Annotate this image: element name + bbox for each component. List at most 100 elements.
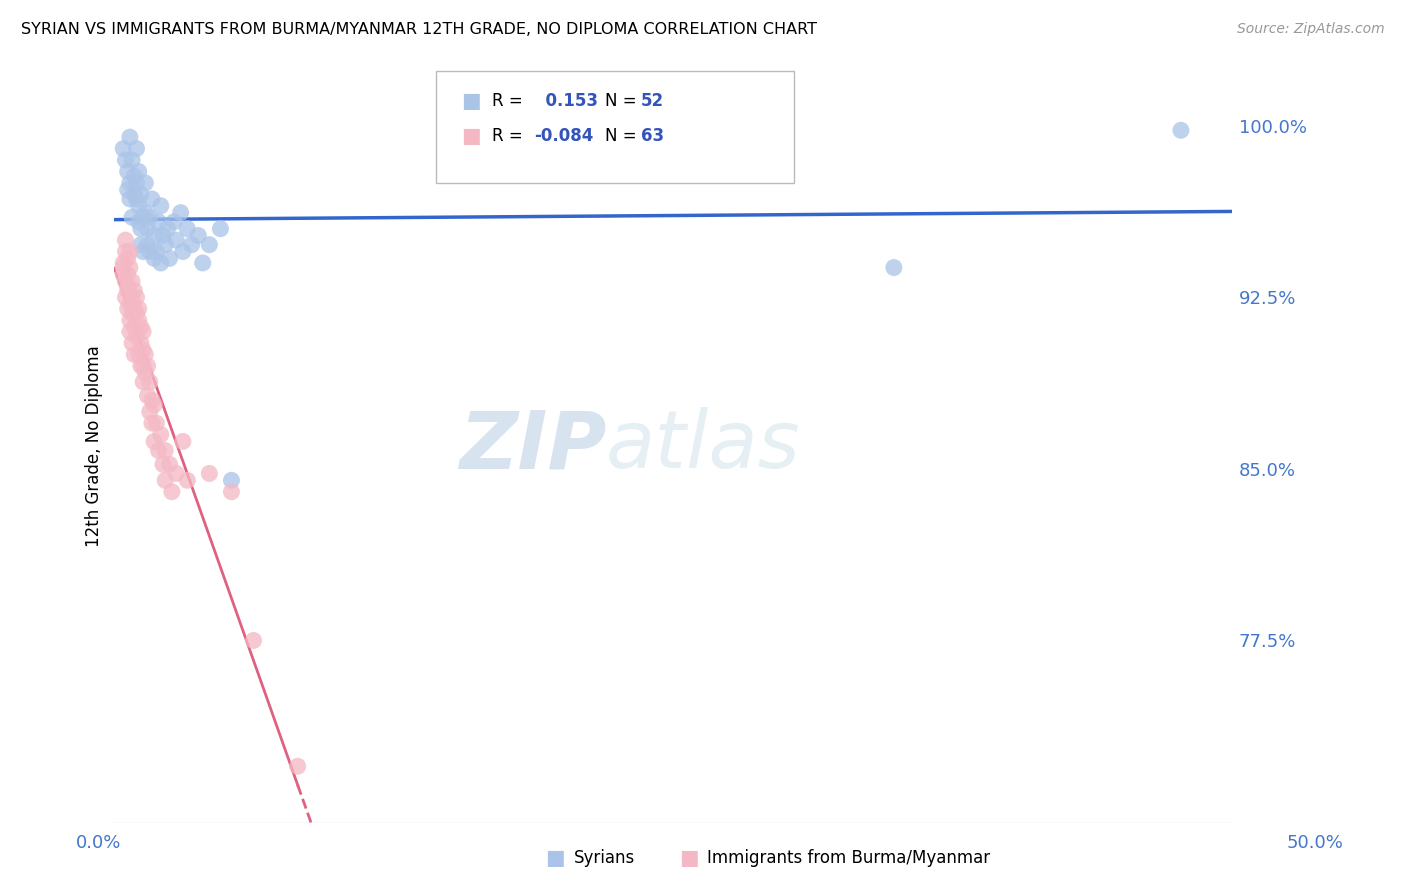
Point xyxy=(114,233,136,247)
Point xyxy=(118,244,141,259)
Point xyxy=(134,366,156,380)
Point xyxy=(165,467,187,481)
Point xyxy=(153,443,176,458)
Point xyxy=(129,237,152,252)
Point xyxy=(149,427,172,442)
Point xyxy=(124,347,146,361)
Point xyxy=(118,260,141,275)
Point xyxy=(160,484,183,499)
Point xyxy=(176,473,198,487)
Text: ZIP: ZIP xyxy=(458,407,606,485)
Point xyxy=(112,256,135,270)
Point xyxy=(148,215,170,229)
Point xyxy=(129,187,152,202)
Point xyxy=(191,256,214,270)
Point xyxy=(117,183,139,197)
Point xyxy=(117,268,139,282)
Point xyxy=(121,336,143,351)
Point xyxy=(159,252,181,266)
Text: R =: R = xyxy=(492,128,529,145)
Point xyxy=(129,336,152,351)
Point xyxy=(121,211,143,225)
Point xyxy=(124,187,146,202)
Point xyxy=(153,473,176,487)
Point xyxy=(118,130,141,145)
Point xyxy=(148,443,170,458)
Text: 0.0%: 0.0% xyxy=(76,834,121,852)
Text: ■: ■ xyxy=(461,127,481,146)
Point xyxy=(221,484,243,499)
Text: 63: 63 xyxy=(641,128,664,145)
Y-axis label: 12th Grade, No Diploma: 12th Grade, No Diploma xyxy=(86,345,103,547)
Point xyxy=(125,329,148,343)
Point xyxy=(125,192,148,206)
Point xyxy=(132,244,155,259)
Point xyxy=(145,416,167,430)
Text: Source: ZipAtlas.com: Source: ZipAtlas.com xyxy=(1237,22,1385,37)
Point xyxy=(156,221,179,235)
Point xyxy=(172,244,194,259)
Point xyxy=(163,215,186,229)
Text: atlas: atlas xyxy=(606,407,801,485)
Point xyxy=(139,405,162,419)
Text: N =: N = xyxy=(605,128,641,145)
Point xyxy=(139,244,162,259)
Text: ■: ■ xyxy=(461,91,481,111)
Point xyxy=(121,306,143,320)
Point xyxy=(124,301,146,316)
Point xyxy=(112,260,135,275)
Text: ■: ■ xyxy=(546,848,565,868)
Point xyxy=(172,434,194,449)
Point xyxy=(112,142,135,156)
Point xyxy=(198,467,221,481)
Point xyxy=(118,192,141,206)
Point xyxy=(209,221,232,235)
Point xyxy=(141,416,163,430)
Point xyxy=(118,176,141,190)
Text: 0.153: 0.153 xyxy=(534,92,599,110)
Point xyxy=(117,301,139,316)
Point xyxy=(132,211,155,225)
Point xyxy=(118,297,141,311)
Point xyxy=(149,199,172,213)
Point xyxy=(139,375,162,389)
Point xyxy=(143,398,166,412)
Point xyxy=(132,343,155,357)
Point xyxy=(136,359,159,373)
Point xyxy=(165,233,187,247)
Point xyxy=(139,211,162,225)
Point xyxy=(128,164,150,178)
Point xyxy=(121,153,143,167)
Point xyxy=(134,347,156,361)
Point xyxy=(136,237,159,252)
Point xyxy=(118,325,141,339)
Point xyxy=(121,274,143,288)
Point xyxy=(152,228,174,243)
Point xyxy=(129,320,152,334)
Point xyxy=(114,274,136,288)
Point xyxy=(117,278,139,293)
Point xyxy=(132,325,155,339)
Text: Syrians: Syrians xyxy=(574,849,636,867)
Point xyxy=(125,290,148,304)
Text: SYRIAN VS IMMIGRANTS FROM BURMA/MYANMAR 12TH GRADE, NO DIPLOMA CORRELATION CHART: SYRIAN VS IMMIGRANTS FROM BURMA/MYANMAR … xyxy=(21,22,817,37)
Point xyxy=(149,256,172,270)
Point xyxy=(136,221,159,235)
Point xyxy=(129,221,152,235)
Point xyxy=(136,389,159,403)
Point xyxy=(143,228,166,243)
Point xyxy=(143,434,166,449)
Point xyxy=(128,215,150,229)
Point xyxy=(117,164,139,178)
Point xyxy=(125,176,148,190)
Point xyxy=(134,205,156,219)
Point xyxy=(124,169,146,183)
Point xyxy=(114,153,136,167)
Point xyxy=(125,142,148,156)
Point xyxy=(159,458,181,472)
Text: Immigrants from Burma/Myanmar: Immigrants from Burma/Myanmar xyxy=(707,849,990,867)
Point xyxy=(132,359,155,373)
Point xyxy=(187,228,209,243)
Text: -0.084: -0.084 xyxy=(534,128,593,145)
Point xyxy=(128,313,150,327)
